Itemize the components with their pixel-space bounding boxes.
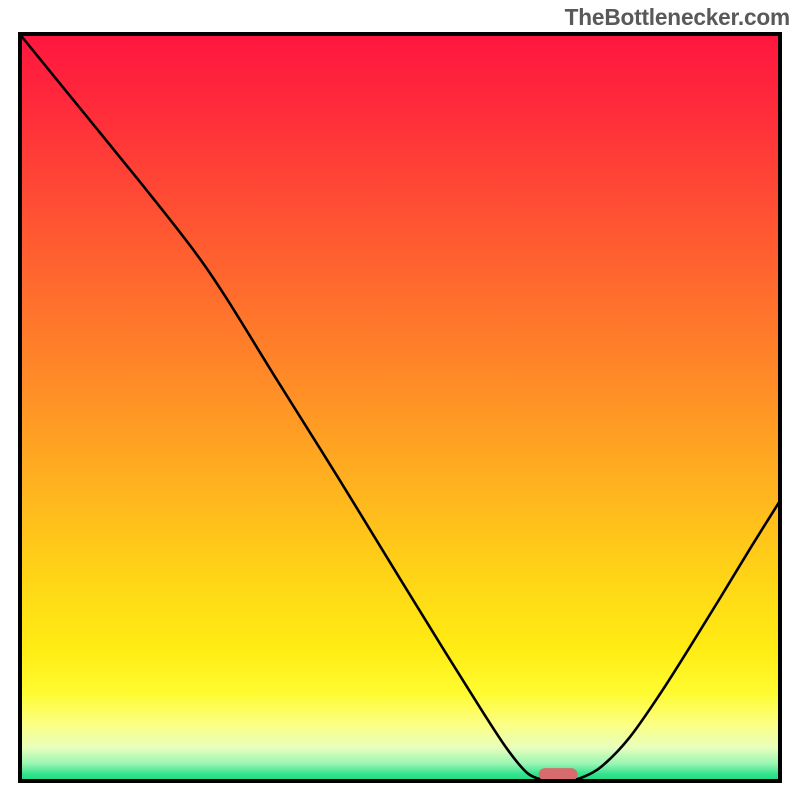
optimal-marker [539, 768, 578, 780]
watermark-text: TheBottlenecker.com [565, 4, 790, 31]
plot-area [18, 32, 782, 783]
chart-svg [18, 32, 782, 783]
chart-container: TheBottlenecker.com [0, 0, 800, 800]
bottleneck-curve [18, 32, 782, 781]
